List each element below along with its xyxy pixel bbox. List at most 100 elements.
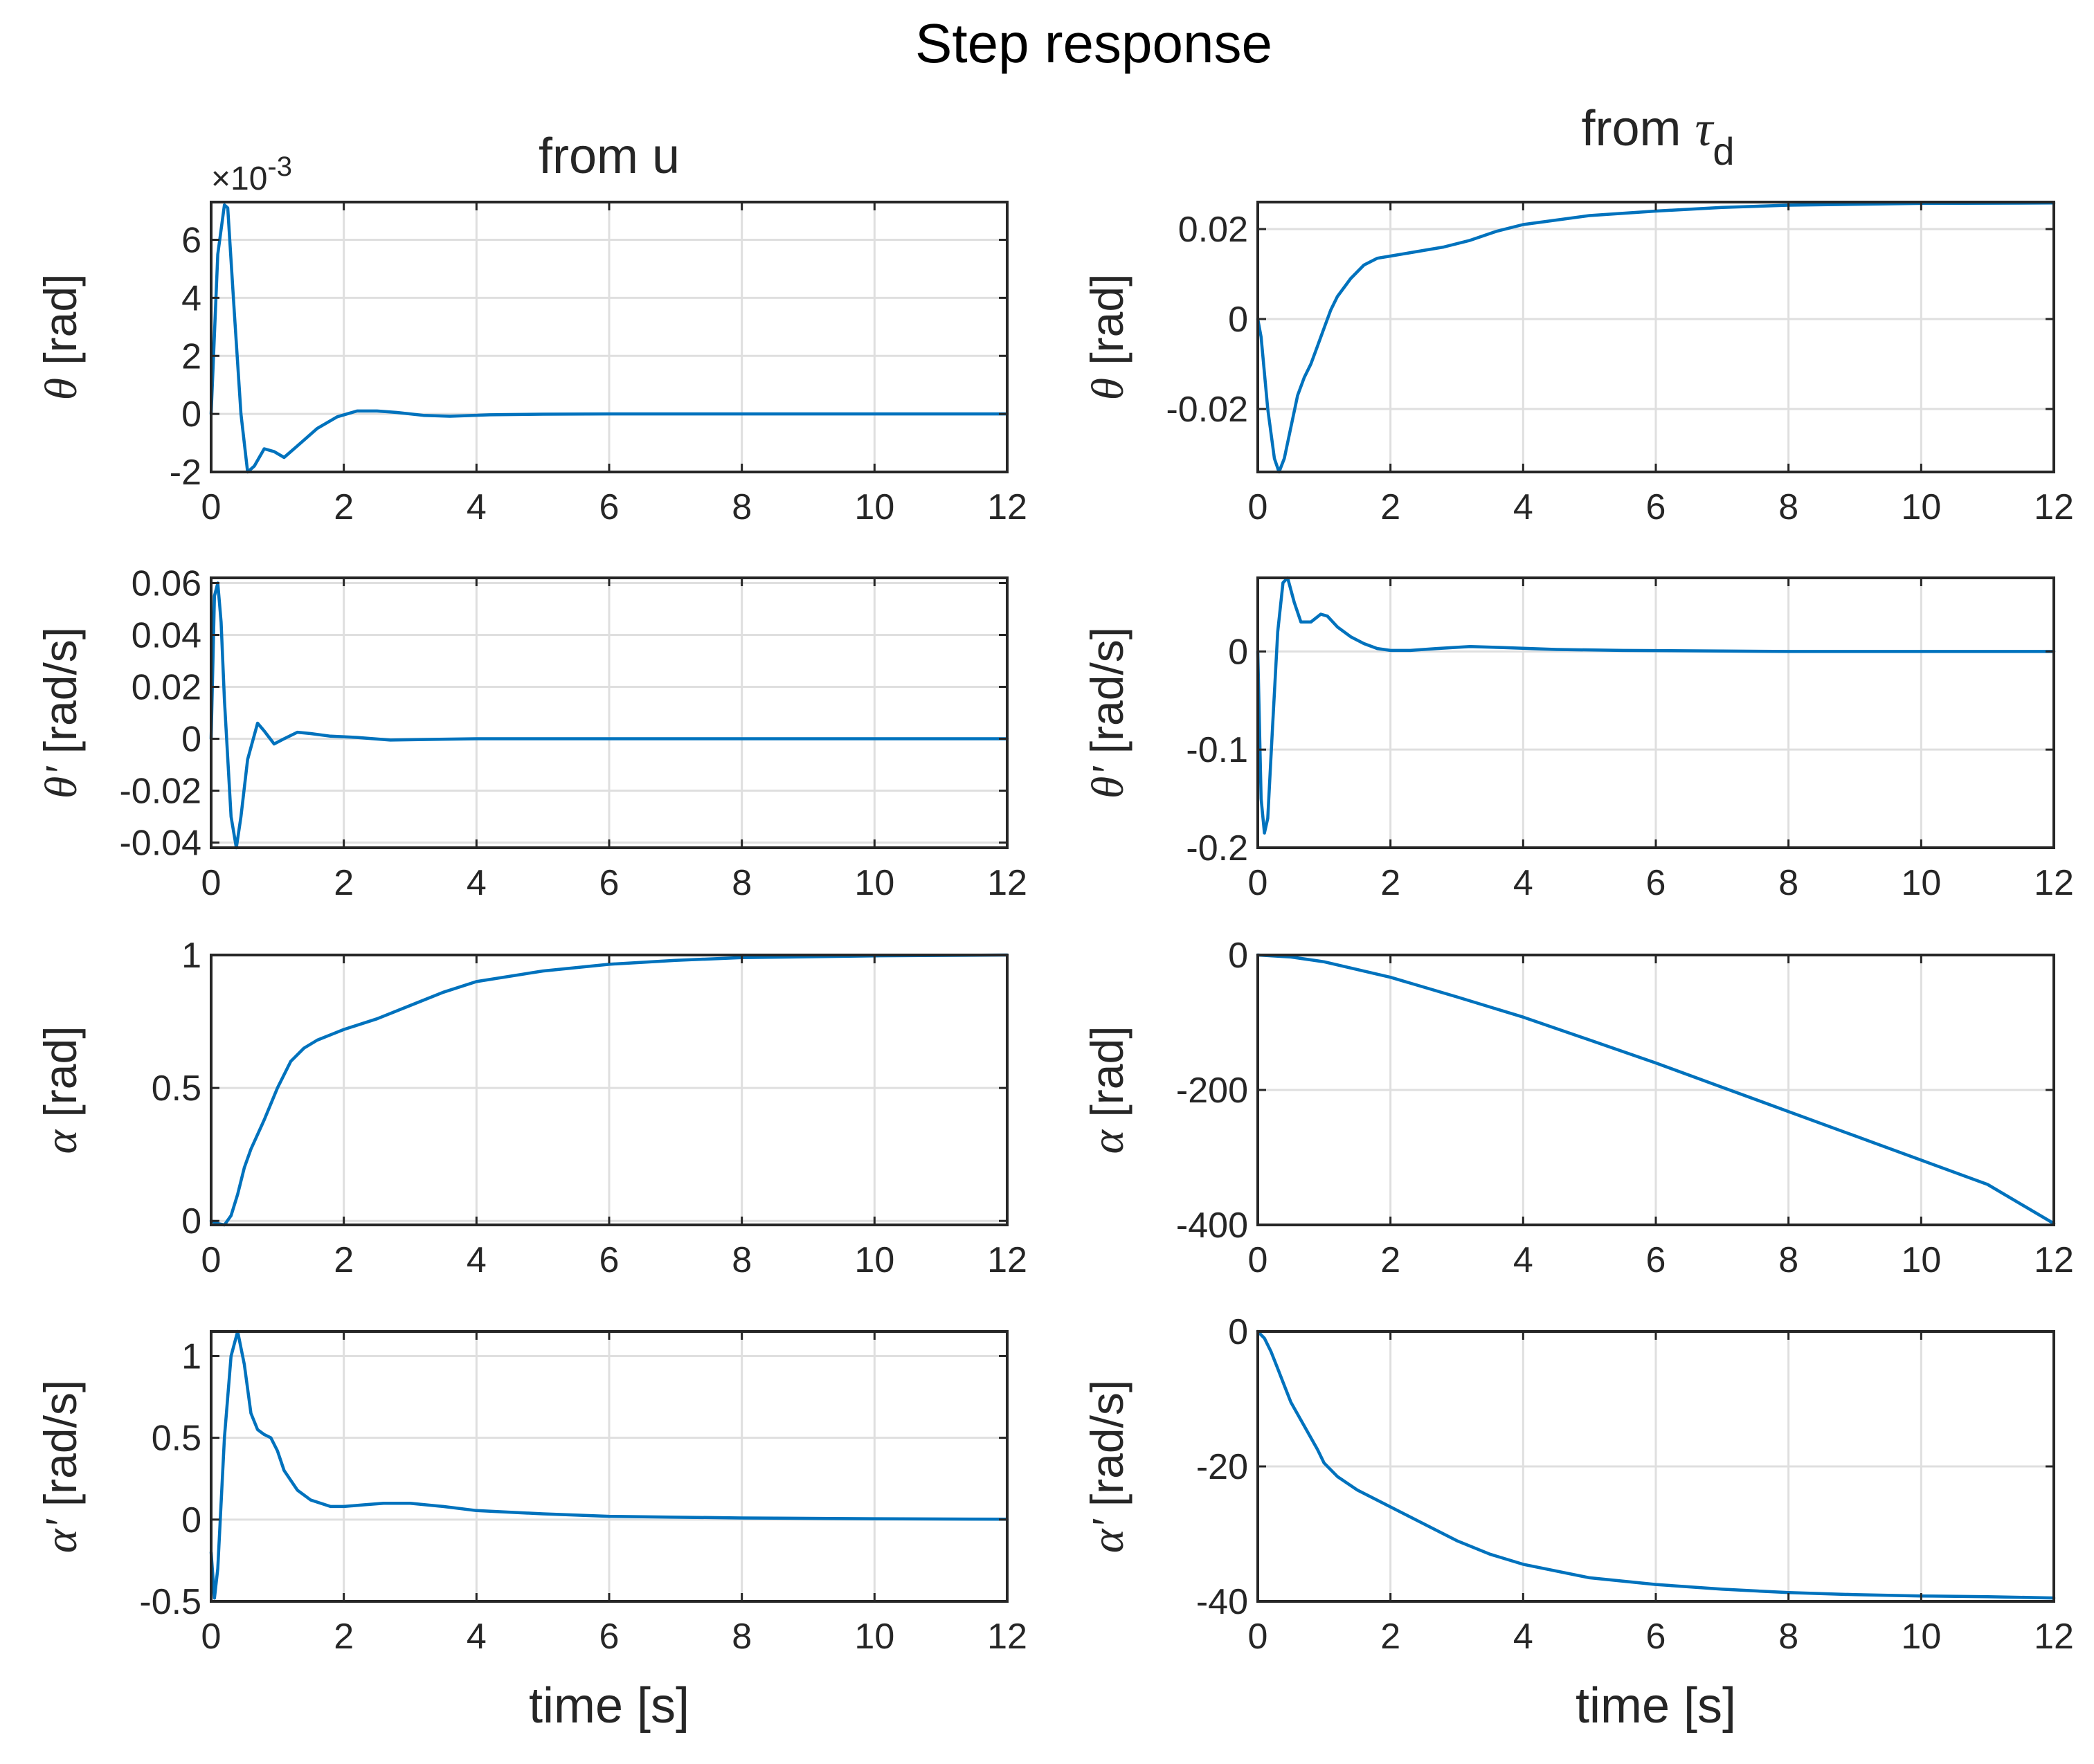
data-line [209, 1329, 1009, 1600]
y-tick-label: 2 [181, 336, 201, 376]
x-tick-label: 8 [732, 1240, 752, 1280]
y-tick-label: 6 [181, 221, 201, 261]
y-tick-label: 0.04 [132, 616, 201, 656]
x-tick-label: 4 [467, 863, 487, 903]
figure-title: Step response [915, 12, 1272, 74]
x-tick-label: 0 [1248, 487, 1268, 527]
x-tick-label: 4 [1513, 1240, 1533, 1280]
x-tick-label: 12 [2034, 487, 2074, 527]
x-tick-label: 4 [467, 1240, 487, 1280]
x-tick-label: 2 [334, 1240, 354, 1280]
subplot-r2-c1: 0 2 4 6 8 10 12 -400 -200 0 α [rad] [1081, 936, 2074, 1280]
y-axis-label: θ' [rad/s] [35, 627, 87, 799]
y-tick-label: -0.04 [119, 824, 201, 864]
y-label-unit: [rad/s] [1081, 1380, 1132, 1520]
y-axis-label: α [rad] [35, 1026, 87, 1154]
y-tick-label: 0 [1228, 936, 1248, 976]
subplot-r3-c0: 0 2 4 6 8 10 12-0.500.51α' [rad/s]time [s] [35, 1329, 1027, 1734]
x-tick-label: 8 [732, 487, 752, 527]
x-tick-label: 6 [599, 487, 620, 527]
x-tick-label: 8 [732, 863, 752, 903]
subplot-r0-c1: 0 2 4 6 8 10 12 -0.02 0 0.02 θ [rad] [1081, 201, 2074, 527]
column-title-tau-prefix: from [1582, 101, 1695, 156]
x-tick-label: 6 [1646, 863, 1666, 903]
x-tick-label: 2 [334, 863, 354, 903]
y-tick-label: 0.06 [132, 564, 201, 604]
x-tick-label: 2 [1380, 487, 1400, 527]
y-axis-label: α [rad] [1081, 1026, 1133, 1154]
x-tick-label: 4 [467, 487, 487, 527]
data-line [1256, 201, 2056, 474]
y-tick-label: 1 [181, 1336, 201, 1376]
y-tick-label: 0.5 [152, 1069, 201, 1109]
y-tick-label: -40 [1196, 1582, 1248, 1622]
y-tick-label: -0.02 [1166, 390, 1248, 430]
x-tick-label: 4 [467, 1617, 487, 1657]
x-tick-label: 4 [1513, 487, 1533, 527]
x-tick-label: 4 [1513, 1617, 1533, 1657]
x-tick-label: 12 [987, 487, 1027, 527]
y-axis-label: θ [rad] [1081, 274, 1133, 401]
x-tick-label: 8 [1778, 863, 1798, 903]
x-tick-label: 2 [1380, 1617, 1400, 1657]
y-label-symbol: α [36, 1129, 87, 1154]
y-tick-label: -400 [1176, 1206, 1248, 1246]
y-label-symbol: θ [1083, 378, 1133, 400]
x-tick-label: 8 [1778, 1617, 1798, 1657]
y-tick-label: -0.1 [1186, 730, 1248, 770]
data-line [209, 581, 1009, 850]
tau-subscript: d [1713, 129, 1734, 173]
x-tick-label: 8 [732, 1617, 752, 1657]
x-tick-label: 6 [599, 1617, 620, 1657]
x-tick-label: 0 [201, 487, 222, 527]
y-label-symbol: θ' [36, 765, 87, 799]
x-tick-label: 10 [854, 1617, 894, 1657]
x-tick-label: 8 [1778, 1240, 1798, 1280]
x-axis-label: time [s] [529, 1678, 689, 1734]
x-tick-label: 10 [854, 1240, 894, 1280]
y-axis-label: α' [rad/s] [35, 1380, 87, 1554]
x-tick-label: 4 [1513, 863, 1533, 903]
y-label-symbol: θ [36, 378, 87, 400]
subplot-r1-c1: 0 2 4 6 8 10 12 -0.2 -0.1 0 θ' [rad/s] [1081, 576, 2074, 903]
data-line [1256, 576, 2056, 835]
x-tick-label: 12 [2034, 863, 2074, 903]
x-tick-label: 0 [201, 1240, 222, 1280]
y-axis-label: θ' [rad/s] [1081, 627, 1133, 799]
x-tick-label: 0 [1248, 863, 1268, 903]
y-exponent-label: ×10-3 [211, 152, 292, 197]
y-label-unit: [rad] [35, 274, 86, 378]
x-tick-label: 6 [599, 1240, 620, 1280]
y-label-unit: [rad] [35, 1026, 86, 1129]
x-tick-label: 12 [987, 1617, 1027, 1657]
x-tick-label: 10 [1901, 487, 1941, 527]
exponent-power: -3 [267, 152, 292, 182]
y-tick-label: 1 [181, 936, 201, 976]
x-tick-label: 12 [987, 863, 1027, 903]
y-tick-label: 0 [181, 720, 201, 760]
x-tick-label: 0 [201, 863, 222, 903]
y-tick-label: -0.2 [1186, 828, 1248, 869]
x-tick-label: 10 [854, 487, 894, 527]
x-axis-label: time [s] [1576, 1678, 1736, 1734]
y-axis-label: θ [rad] [35, 274, 87, 401]
x-tick-label: 2 [1380, 1240, 1400, 1280]
y-label-unit: [rad/s] [1081, 627, 1132, 767]
y-label-symbol: θ' [1083, 765, 1133, 799]
data-line [209, 203, 1009, 474]
y-label-unit: [rad] [1081, 1026, 1132, 1129]
x-tick-label: 10 [1901, 863, 1941, 903]
data-line [1256, 953, 2056, 1226]
y-tick-label: 0.5 [152, 1419, 201, 1459]
x-tick-label: 12 [2034, 1240, 2074, 1280]
y-tick-label: -200 [1176, 1071, 1248, 1111]
y-label-symbol: α' [1083, 1518, 1133, 1554]
x-tick-label: 12 [2034, 1617, 2074, 1657]
y-tick-label: 0 [1228, 300, 1248, 340]
exponent-times: ×10 [211, 161, 267, 197]
y-tick-label: 0 [181, 1500, 201, 1540]
y-tick-label: 0 [1228, 632, 1248, 672]
